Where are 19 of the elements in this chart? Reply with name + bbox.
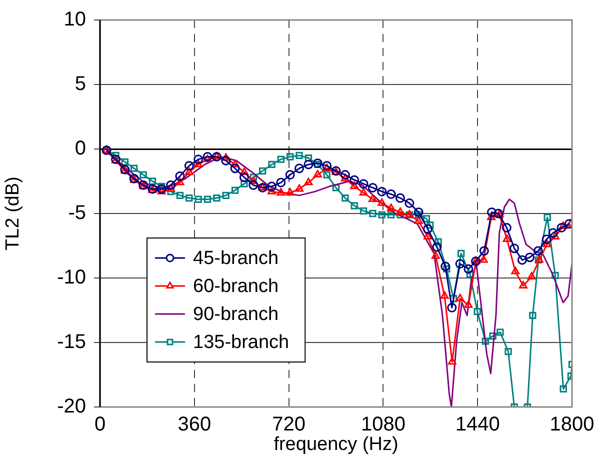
y-tick-label: -20 (57, 396, 86, 418)
legend-label: 45-branch (193, 248, 279, 270)
x-tick-label: 1800 (550, 414, 594, 436)
x-tick-label: 360 (178, 414, 212, 436)
y-tick-label: 5 (74, 73, 86, 96)
x-tick-label: 720 (272, 414, 306, 436)
legend-label: 90-branch (193, 304, 279, 326)
legend-label: 60-branch (193, 276, 279, 298)
legend-label: 135-branch (193, 332, 290, 354)
y-tick-label: -5 (68, 202, 86, 224)
y-tick-label: -15 (57, 331, 86, 354)
x-tick-label: 1080 (360, 414, 406, 436)
y-tick-label: 0 (74, 138, 86, 160)
y-tick-label: 10 (64, 8, 86, 31)
y-axis-title: TL2 (dB) (2, 176, 24, 250)
x-tick-label: 1440 (455, 414, 500, 436)
x-axis-title: frequency (Hz) (274, 434, 398, 455)
y-tick-label: -10 (57, 266, 86, 289)
x-tick-label: 0 (94, 414, 106, 436)
